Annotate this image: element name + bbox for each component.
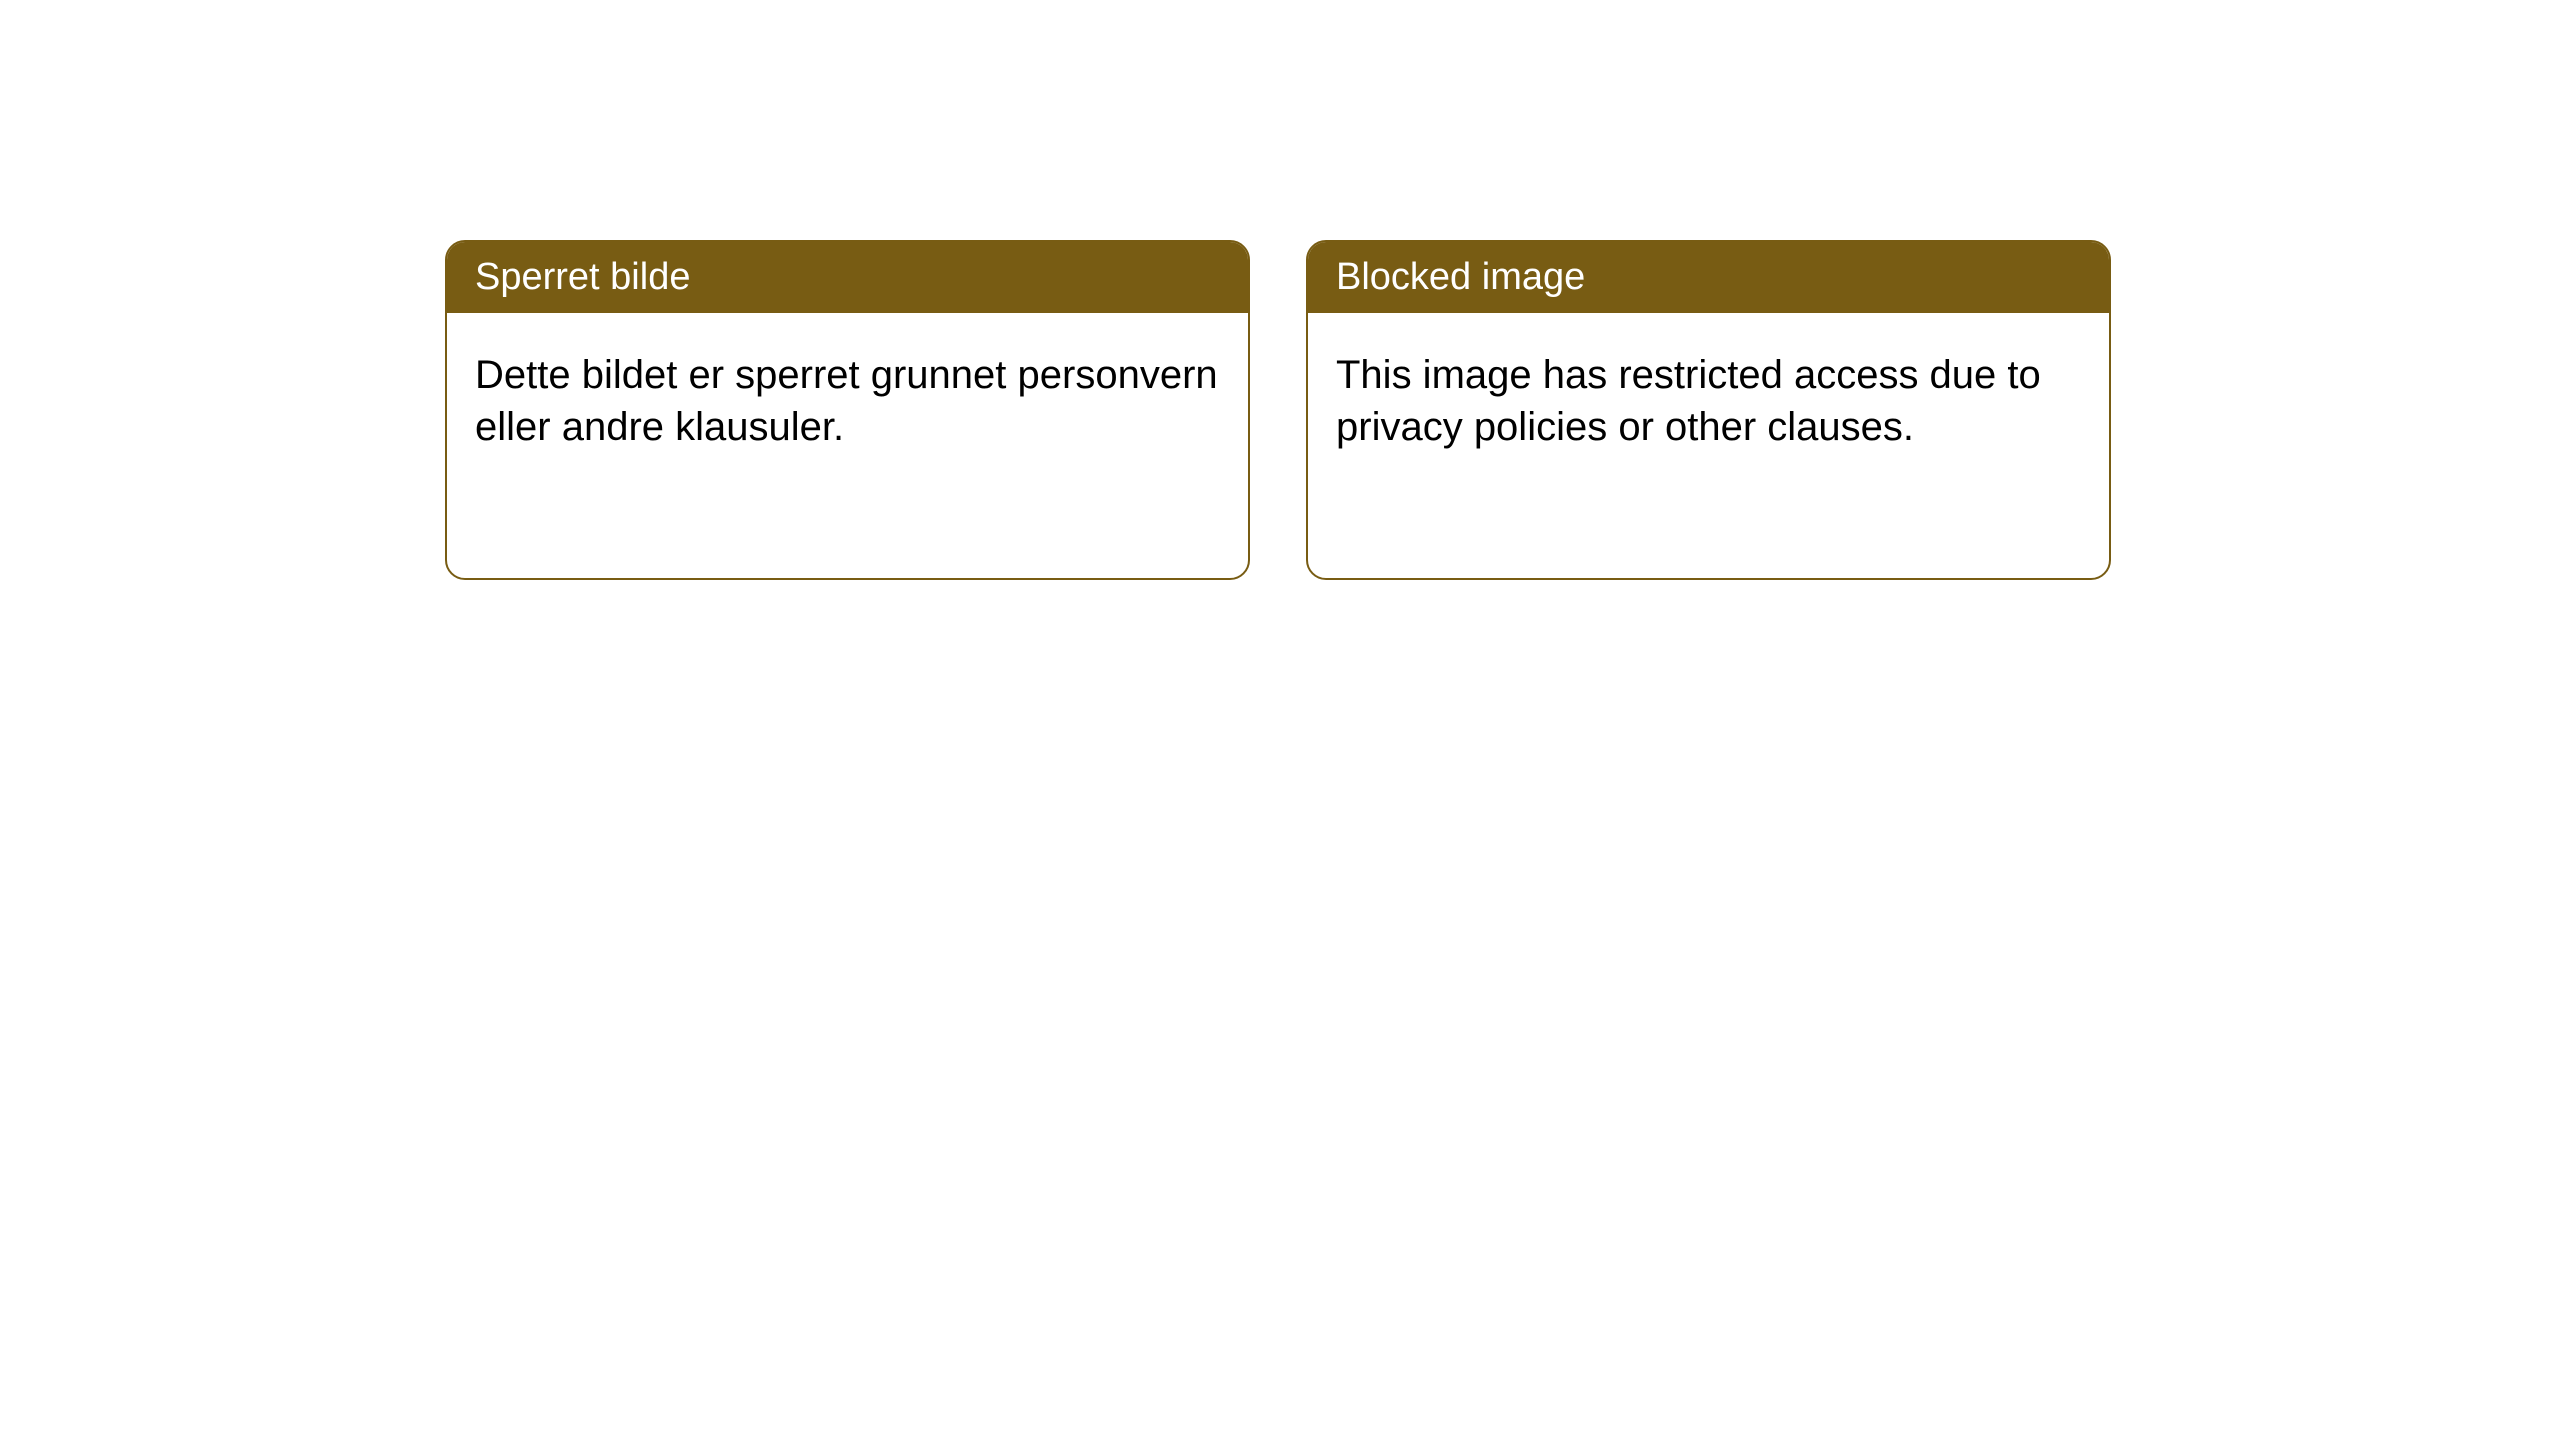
notice-body-text: This image has restricted access due to … xyxy=(1336,353,2041,449)
notice-container: Sperret bilde Dette bildet er sperret gr… xyxy=(0,0,2560,580)
notice-card-english: Blocked image This image has restricted … xyxy=(1306,240,2111,580)
notice-card-norwegian: Sperret bilde Dette bildet er sperret gr… xyxy=(445,240,1250,580)
notice-header: Sperret bilde xyxy=(447,242,1248,313)
notice-body: Dette bildet er sperret grunnet personve… xyxy=(447,313,1248,489)
notice-header-text: Blocked image xyxy=(1336,256,1585,298)
notice-body-text: Dette bildet er sperret grunnet personve… xyxy=(475,353,1218,449)
notice-body: This image has restricted access due to … xyxy=(1308,313,2109,489)
notice-header-text: Sperret bilde xyxy=(475,256,690,298)
notice-header: Blocked image xyxy=(1308,242,2109,313)
